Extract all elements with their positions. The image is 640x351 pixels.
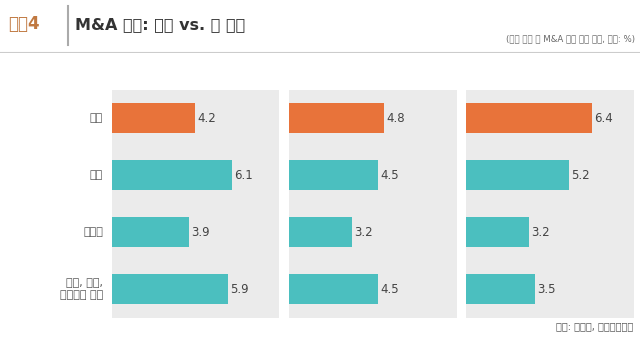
Bar [112,103,195,133]
Bar [112,217,189,247]
Bar [466,274,535,304]
Bar [289,160,378,190]
Bar [466,160,568,190]
Text: 4.5: 4.5 [380,283,399,296]
Bar [289,274,378,304]
Text: 아시아: 아시아 [83,227,103,237]
Text: M&A 활동: 한국 vs. 전 세계: M&A 활동: 한국 vs. 전 세계 [75,17,245,32]
Text: 2012: 2012 [175,67,216,82]
Text: (시가 총액 중 M&A 거래 금액 비중, 단위: %): (시가 총액 중 M&A 거래 금액 비중, 단위: %) [506,34,635,43]
Text: 3.5: 3.5 [538,283,556,296]
Text: 4.5: 4.5 [380,168,399,181]
Text: 자료: 딜로직, 캐피탈아이큐: 자료: 딜로직, 캐피탈아이큐 [556,321,634,331]
Text: 3.9: 3.9 [191,226,210,239]
Text: 3.2: 3.2 [355,226,373,239]
Text: 한국: 한국 [90,113,103,123]
Text: 3.2: 3.2 [532,226,550,239]
Text: 2013: 2013 [353,67,393,82]
Bar [466,217,529,247]
Text: 5.9: 5.9 [230,283,249,296]
Text: 5.2: 5.2 [571,168,589,181]
Text: 4.2: 4.2 [197,112,216,125]
Bar [289,217,352,247]
Bar [112,274,228,304]
Bar [112,160,232,190]
Text: 그림4: 그림4 [8,15,40,33]
Bar [289,103,383,133]
Text: 미국: 미국 [90,170,103,180]
Text: 6.4: 6.4 [595,112,613,125]
Bar [466,103,592,133]
Text: 6.1: 6.1 [234,168,253,181]
Text: 2014: 2014 [529,67,570,82]
Text: 유럽, 중동,
아프리카 지역: 유럽, 중동, 아프리카 지역 [60,278,103,300]
Text: 4.8: 4.8 [386,112,404,125]
